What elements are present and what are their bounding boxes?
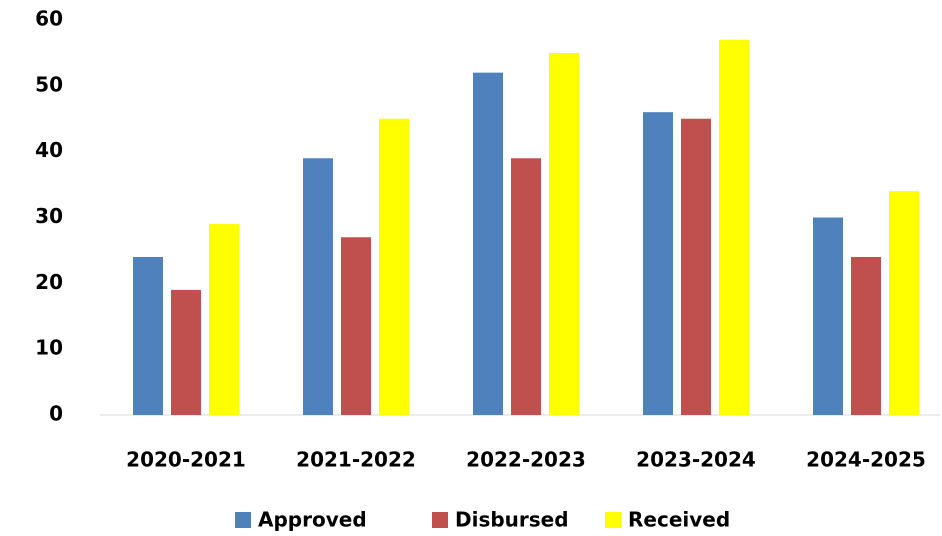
x-tick-label: 2024-2025 (806, 448, 926, 472)
legend-swatch (235, 512, 251, 528)
bar (549, 52, 579, 416)
bar (303, 158, 333, 415)
y-tick-label: 30 (35, 204, 63, 228)
bar (209, 224, 239, 415)
legend-label: Disbursed (455, 508, 569, 532)
y-tick-label: 60 (35, 7, 63, 31)
bar (171, 289, 201, 415)
x-tick-label: 2021-2022 (296, 448, 416, 472)
bar (473, 72, 503, 416)
x-tick-label: 2020-2021 (126, 448, 246, 472)
x-tick-label: 2022-2023 (466, 448, 586, 472)
x-tick-label: 2023-2024 (636, 448, 756, 472)
bar (889, 191, 919, 415)
legend-swatch (605, 512, 621, 528)
bar (643, 112, 673, 416)
bar (681, 118, 711, 415)
y-tick-label: 10 (35, 336, 63, 360)
y-tick-label: 0 (49, 402, 63, 426)
legend-label: Approved (258, 508, 367, 532)
bar (719, 39, 749, 415)
bar (379, 118, 409, 415)
bar (133, 257, 163, 415)
legend-swatch (432, 512, 448, 528)
bar (851, 257, 881, 415)
legend-label: Received (628, 508, 730, 532)
bar (813, 217, 843, 415)
bar (511, 158, 541, 415)
y-tick-label: 50 (35, 72, 63, 96)
y-tick-label: 40 (35, 138, 63, 162)
y-tick-label: 20 (35, 270, 63, 294)
bar (341, 237, 371, 415)
